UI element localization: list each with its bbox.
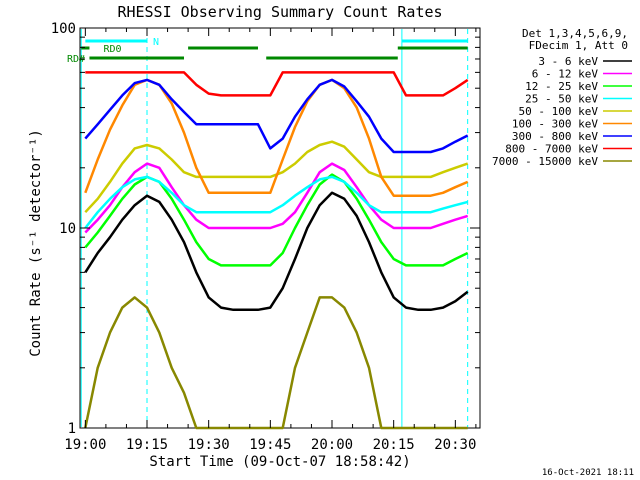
status-bar-label-1: RD0 <box>103 44 121 55</box>
x-tick-label-3: 19:45 <box>249 437 291 453</box>
series-line-0 <box>84 191 469 312</box>
status-bar-label-0: N <box>153 37 159 48</box>
x-tick-label-5: 20:15 <box>373 437 415 453</box>
status-bar-group: N RD0 RD# <box>67 37 468 65</box>
x-axis: 19:00 19:15 19:30 19:45 20:00 20:15 20:30 <box>64 28 476 453</box>
legend-label-7: 800 - 7000 keV <box>505 143 598 156</box>
x-axis-label: Start Time (09-Oct-07 18:58:42) <box>149 454 410 470</box>
x-tick-label-2: 19:30 <box>188 437 230 453</box>
legend-label-5: 100 - 300 keV <box>512 118 598 131</box>
legend: Det 1,3,4,5,6,9,FDecim 1, Att 0 3 - 6 keV… <box>492 27 632 168</box>
legend-label-2: 12 - 25 keV <box>525 80 598 93</box>
series-line-8 <box>84 296 468 430</box>
series-line-7 <box>85 71 469 97</box>
y-tick-label-0: 1 <box>68 421 76 437</box>
series-group <box>84 71 469 430</box>
legend-label-3: 25 - 50 keV <box>525 93 598 106</box>
legend-label-4: 50 - 100 keV <box>519 105 599 118</box>
y-axis-label: Count Rate (s⁻¹ detector⁻¹) <box>28 129 44 357</box>
legend-label-6: 300 - 800 keV <box>512 130 598 143</box>
y-tick-label-2: 100 <box>51 21 76 37</box>
render-timestamp: 16-Oct-2021 18:11 <box>542 468 634 478</box>
x-tick-label-6: 20:30 <box>434 437 476 453</box>
legend-label-0: 3 - 6 keV <box>538 55 598 68</box>
series-line-6 <box>84 78 469 154</box>
series-line-3 <box>84 175 469 229</box>
x-tick-label-4: 20:00 <box>311 437 353 453</box>
series-line-1 <box>84 162 469 234</box>
y-tick-label-1: 10 <box>59 221 76 237</box>
series-line-2 <box>84 173 469 267</box>
y-axis: 1 10 100 <box>51 21 480 437</box>
status-bar-label-2: RD# <box>67 54 85 65</box>
legend-header-0: Det 1,3,4,5,6,9, <box>522 27 628 40</box>
chart-title: RHESSI Observing Summary Count Rates <box>117 3 442 21</box>
x-tick-label-0: 19:00 <box>64 437 106 453</box>
legend-header-1: FDecim 1, Att 0 <box>529 39 628 52</box>
legend-label-8: 7000 - 15000 keV <box>492 155 598 168</box>
x-tick-label-1: 19:15 <box>126 437 168 453</box>
legend-label-1: 6 - 12 keV <box>532 68 599 81</box>
